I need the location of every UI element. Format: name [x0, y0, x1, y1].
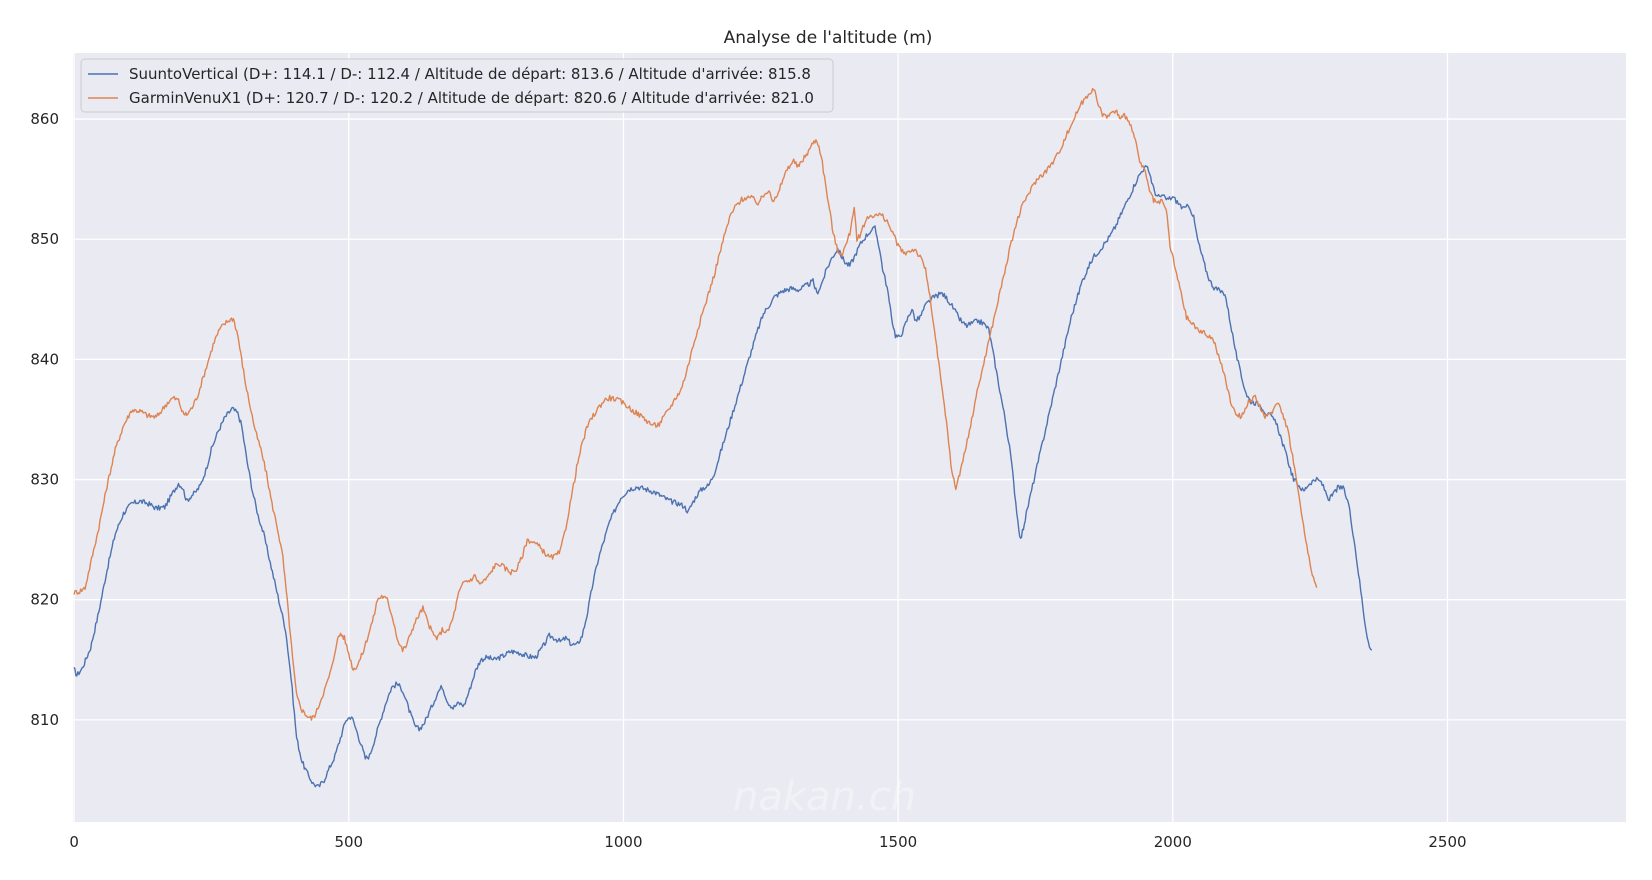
x-axis: 0 500 1000 1500 2000 2500: [69, 833, 1466, 851]
y-tick-label: 820: [30, 591, 59, 609]
legend: SuuntoVertical (D+: 114.1 / D-: 112.4 / …: [80, 58, 834, 113]
chart-title: Analyse de l'altitude (m): [724, 28, 933, 48]
x-tick-label: 2500: [1428, 833, 1466, 851]
y-tick-label: 840: [30, 350, 59, 368]
x-tick-label: 500: [334, 833, 363, 851]
x-tick-label: 2000: [1154, 833, 1192, 851]
y-axis: 810 820 830 840 850 860: [30, 110, 59, 729]
x-tick-label: 1500: [879, 833, 917, 851]
y-tick-label: 830: [30, 471, 59, 489]
legend-label-1: GarminVenuX1 (D+: 120.7 / D-: 120.2 / Al…: [129, 89, 814, 107]
grid: [73, 53, 1626, 822]
plot-area: [73, 53, 1626, 822]
series-layer: [73, 87, 1373, 788]
series-line-0: [73, 164, 1373, 788]
x-tick-label: 1000: [604, 833, 642, 851]
x-tick-label: 0: [69, 833, 79, 851]
legend-label-0: SuuntoVertical (D+: 114.1 / D-: 112.4 / …: [129, 65, 811, 83]
y-tick-label: 860: [30, 110, 59, 128]
legend-box: [80, 58, 834, 113]
y-tick-label: 850: [30, 230, 59, 248]
series-line-1: [73, 87, 1318, 721]
watermark: nakan.ch: [733, 774, 916, 820]
y-tick-label: 810: [30, 711, 59, 729]
